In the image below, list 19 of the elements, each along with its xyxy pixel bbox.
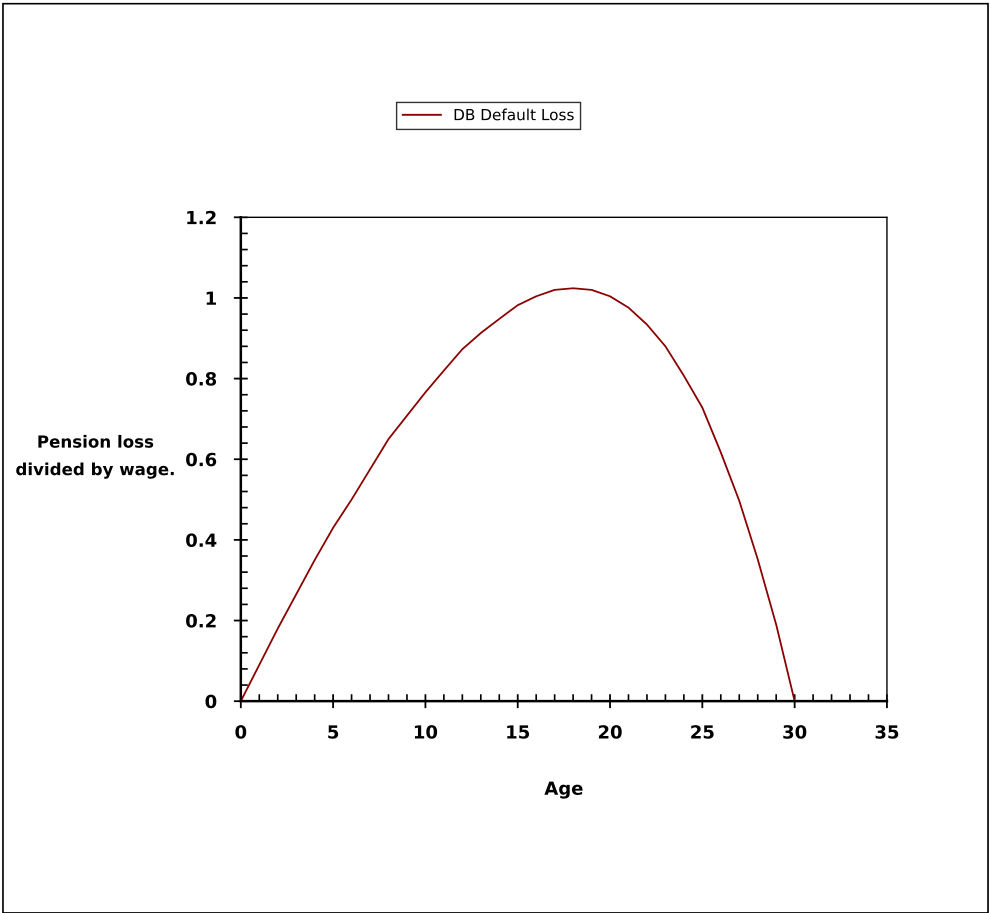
x-tick-label: 5 [328, 725, 338, 739]
y-tick-label: 0.2 [186, 614, 216, 628]
x-tick-label: 10 [414, 725, 438, 739]
x-tick-label: 15 [507, 725, 530, 739]
line-series [240, 287, 796, 702]
y-tick-label: 0.6 [186, 452, 216, 466]
y-tick-label: 1.2 [187, 210, 216, 224]
x-tick-label: 25 [691, 725, 714, 739]
x-tick-label: 0 [235, 725, 246, 739]
y-tick-label: 0.8 [186, 372, 216, 386]
y-tick-label: 0 [206, 694, 216, 708]
y-tick-label: 1 [206, 292, 216, 305]
legend-label: DB Default Loss [454, 108, 574, 120]
x-tick-label: 30 [783, 725, 806, 739]
x-tick-label: 20 [598, 725, 622, 739]
y-tick-label: 0.4 [186, 533, 216, 548]
x-tick-label: 35 [876, 725, 898, 739]
y-axis-title: Pension loss divided by wage. [16, 434, 174, 479]
x-axis-title: Age [544, 782, 583, 799]
